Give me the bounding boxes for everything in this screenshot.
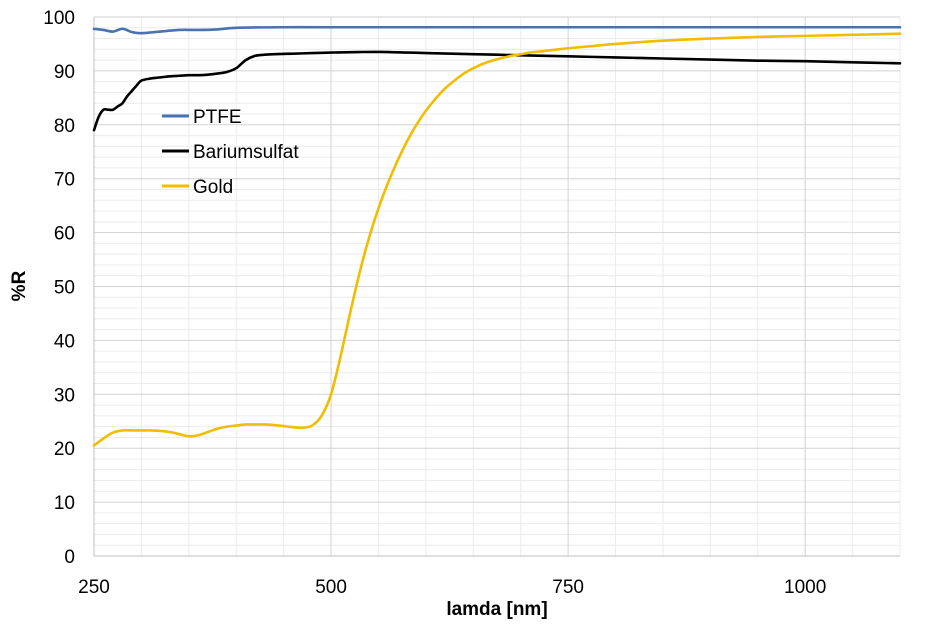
axes (93, 17, 900, 557)
major-gridlines (93, 16, 900, 557)
y-axis-title: %R (9, 270, 30, 301)
series-line-bariumsulfat (92, 50, 902, 132)
y-tick-label: 70 (54, 170, 75, 191)
x-axis-tick-labels: 250 500 750 1000 (78, 577, 826, 598)
y-tick-label: 30 (54, 385, 75, 406)
x-tick-label: 750 (552, 577, 584, 598)
legend-label-ptfe: PTFE (193, 107, 242, 128)
y-tick-label: 0 (64, 547, 75, 568)
x-tick-label: 1000 (784, 577, 826, 598)
y-tick-label: 10 (54, 493, 75, 514)
legend: PTFE Bariumsulfat Gold (162, 107, 299, 198)
x-tick-label: 500 (315, 577, 347, 598)
y-tick-label: 50 (54, 278, 75, 299)
y-tick-label: 90 (54, 62, 75, 83)
y-tick-label: 100 (43, 8, 75, 29)
y-axis-tick-labels: 0 10 20 30 40 50 60 70 80 90 100 (43, 8, 75, 568)
y-tick-label: 80 (54, 116, 75, 137)
y-tick-label: 60 (54, 224, 75, 245)
series-line-ptfe (92, 25, 902, 35)
legend-label-bariumsulfat: Bariumsulfat (193, 142, 299, 163)
y-tick-label: 40 (54, 331, 75, 352)
legend-label-gold: Gold (193, 177, 233, 198)
series-lines (92, 25, 902, 447)
series-line-gold (92, 32, 902, 447)
minor-gridlines (94, 17, 901, 556)
y-tick-label: 20 (54, 439, 75, 460)
x-tick-label: 250 (78, 577, 110, 598)
x-axis-title: lamda [nm] (446, 599, 547, 620)
